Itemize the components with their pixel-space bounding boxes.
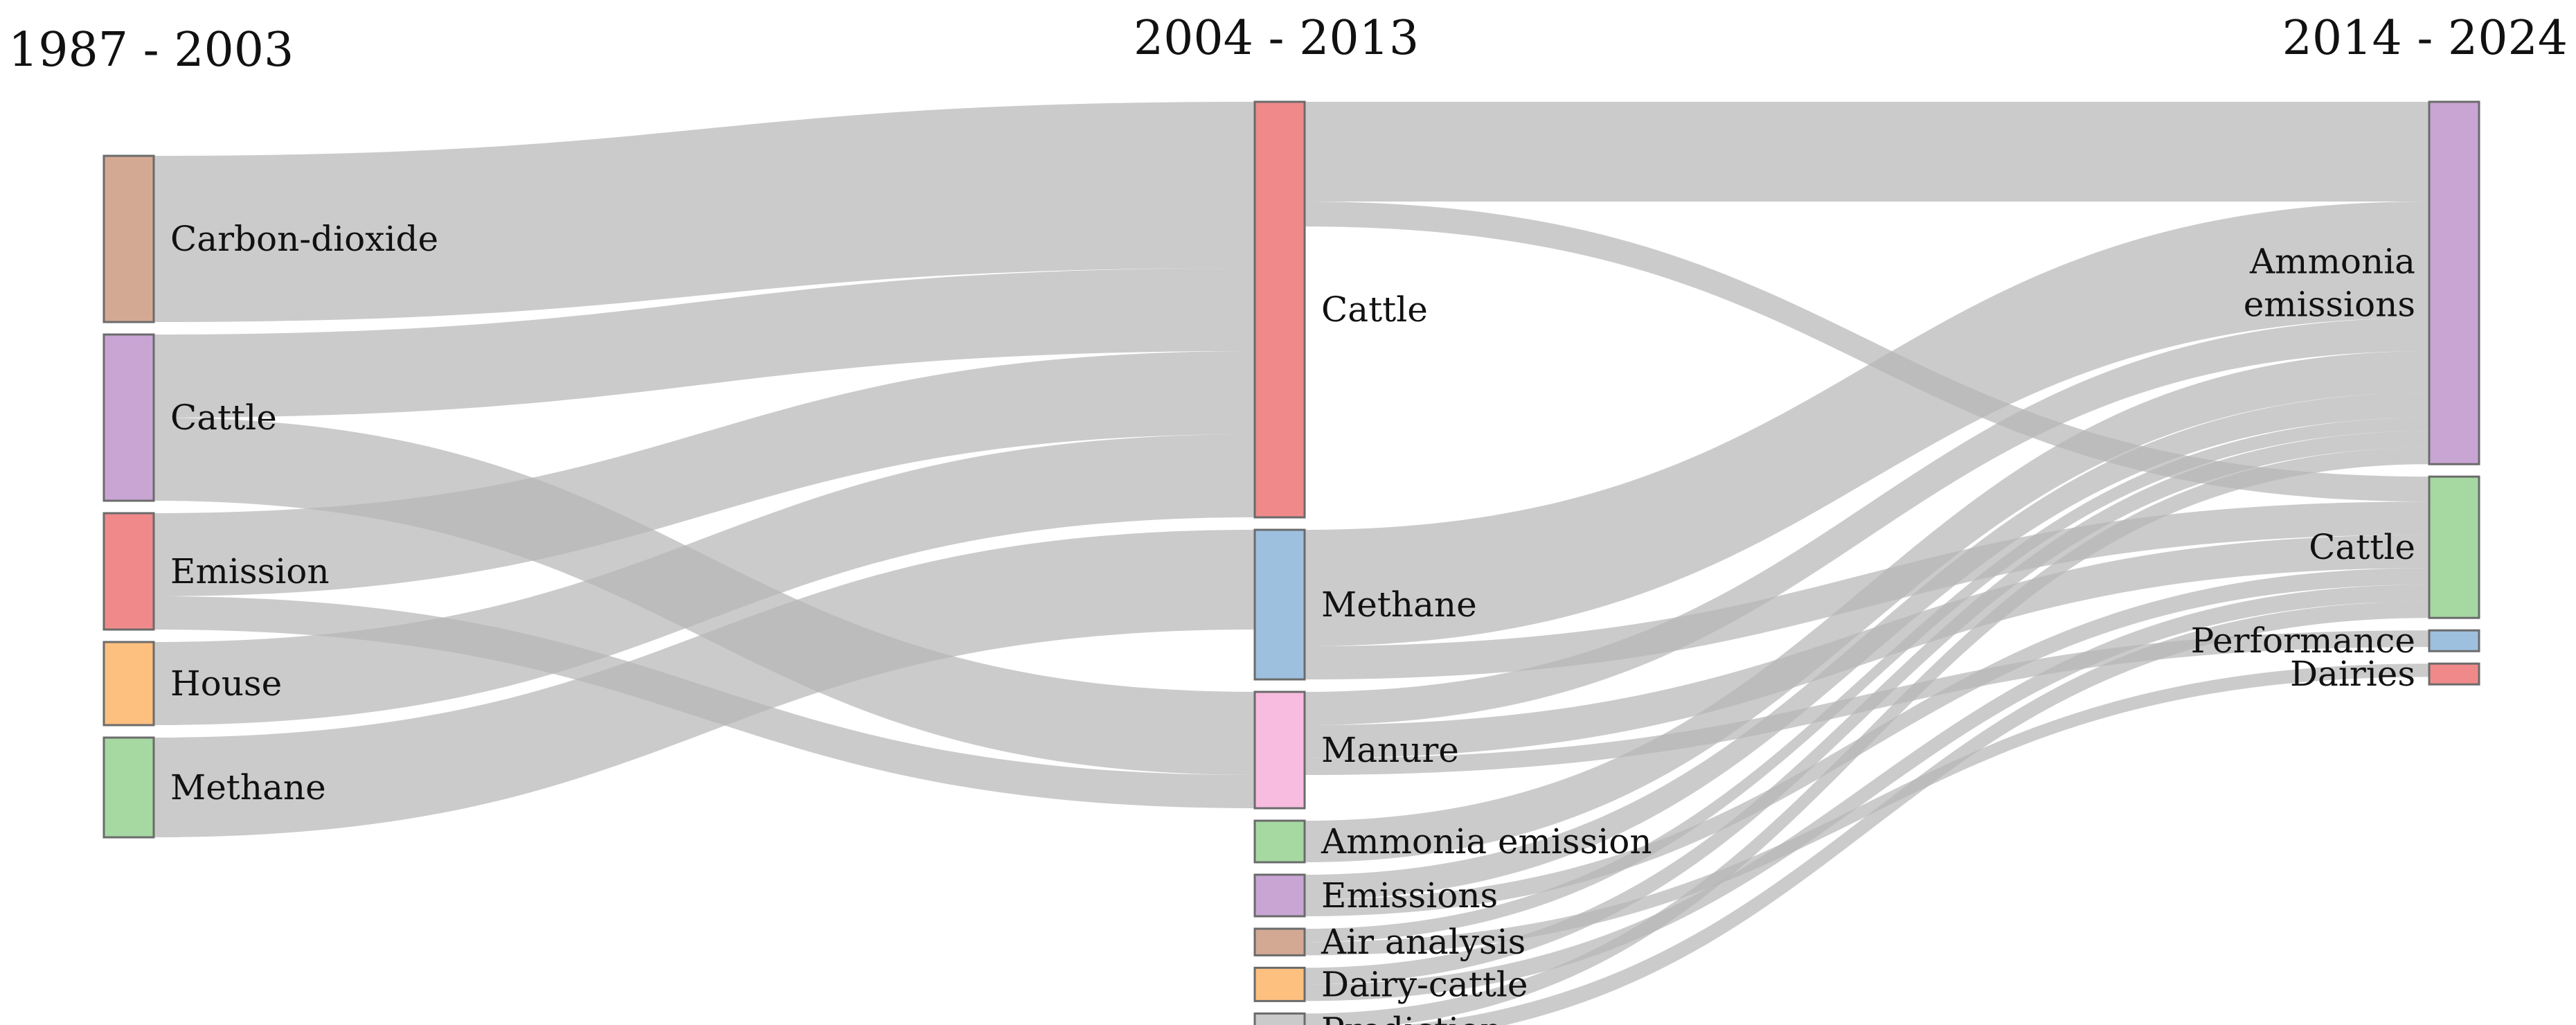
node-c2_cattle[interactable] [1253,100,1306,519]
flow-link-c1_house-to-c2_cattle [154,434,1255,725]
column-title-2: 2004 - 2013 [1134,11,1419,66]
node-c2_air[interactable] [1253,927,1306,956]
node-c2_prediction[interactable] [1253,1012,1306,1025]
node-c1_cattle[interactable] [102,333,155,502]
node-label-c1_methane: Methane [170,767,326,808]
flow-link-c2_cattle-to-c3_cattle [1305,202,2429,502]
node-c3_dairies[interactable] [2428,662,2480,686]
node-label-c2_manure: Manure [1321,730,1459,770]
node-label-c3_dairies: Dairies [2290,654,2415,694]
flow-link-c2_air-to-c3_dairies [1305,663,2429,956]
flow-link-c1_emission-to-c2_cattle [154,351,1255,596]
labels-layer: Carbon-dioxide Cattle Emission House Methane… [170,219,2415,1025]
node-c2_ammonia[interactable] [1253,819,1306,864]
node-c3_ammonia[interactable] [2428,100,2480,465]
node-label-c1_emission: Emission [170,551,330,591]
node-label-c3_cattle: Cattle [2309,527,2415,567]
node-c3_cattle[interactable] [2428,475,2480,619]
flow-link-c2_emissions-to-c3_ammonia [1305,393,2429,900]
flow-link-c1_carbon-to-c2_cattle [154,102,1255,322]
flow-link-c2_dairycattle-to-c3_ammonia [1305,431,2429,985]
column-title-3: 2014 - 2024 [2282,11,2568,66]
node-c1_methane[interactable] [102,736,155,839]
node-label-c2_methane: Methane [1321,585,1477,625]
node-c2_emissions[interactable] [1253,873,1306,918]
node-label-c1_house: House [170,663,282,704]
node-label-c2_emissions: Emissions [1321,875,1498,916]
node-label-c3_ammonia: Ammonia emissions [2244,242,2415,325]
node-label-c2_ammonia: Ammonia emission [1321,821,1652,862]
node-label-c2_prediction: Prediction [1321,1010,1503,1025]
column-titles: 1987 - 2003 2004 - 2013 2014 - 2024 [8,11,2568,78]
node-c2_methane[interactable] [1253,528,1306,681]
node-label-c3_performance: Performance [2191,621,2415,661]
node-c3_performance[interactable] [2428,629,2480,652]
node-c1_carbon[interactable] [102,154,155,323]
links-layer [154,102,2429,1025]
flow-link-c1_cattle-to-c2_cattle [154,268,1255,418]
flow-link-c2_prediction-to-c3_ammonia [1305,447,2429,1025]
flow-link-c2_ammonia-to-c3_ammonia [1305,351,2429,862]
node-label-c2_cattle: Cattle [1321,289,1428,330]
node-label-c1_cattle: Cattle [170,398,277,438]
flow-link-c1_methane-to-c2_methane [154,530,1255,837]
flow-link-c2_air-to-c3_ammonia [1305,418,2429,943]
column-title-1: 1987 - 2003 [8,23,294,78]
flow-link-c2_dairycattle-to-c3_cattle [1305,585,2429,1001]
nodes-layer [102,100,2480,1025]
node-c1_house[interactable] [102,641,155,727]
flow-link-c2_methane-to-c3_ammonia [1305,202,2429,646]
flow-link-c2_manure-to-c3_ammonia [1305,318,2429,725]
node-label-c1_carbon: Carbon-dioxide [170,219,438,259]
node-c2_manure[interactable] [1253,690,1306,810]
node-c2_dairycattle[interactable] [1253,966,1306,1002]
node-label-c2_dairycattle: Dairy-cattle [1321,964,1528,1004]
flow-link-c2_cattle-to-c3_ammonia [1305,102,2429,202]
node-label-c2_air: Air analysis [1321,922,1526,962]
node-c1_emission[interactable] [102,512,155,631]
